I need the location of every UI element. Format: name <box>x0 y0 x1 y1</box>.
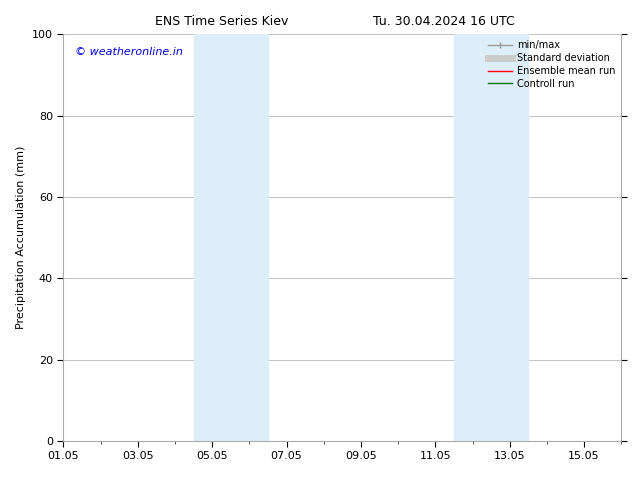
Bar <box>454 34 528 441</box>
Text: Tu. 30.04.2024 16 UTC: Tu. 30.04.2024 16 UTC <box>373 15 515 28</box>
Text: ENS Time Series Kiev: ENS Time Series Kiev <box>155 15 288 28</box>
Text: © weatheronline.in: © weatheronline.in <box>75 47 183 56</box>
Legend: min/max, Standard deviation, Ensemble mean run, Controll run: min/max, Standard deviation, Ensemble me… <box>484 36 619 93</box>
Bar <box>193 34 268 441</box>
Y-axis label: Precipitation Accumulation (mm): Precipitation Accumulation (mm) <box>16 146 27 329</box>
